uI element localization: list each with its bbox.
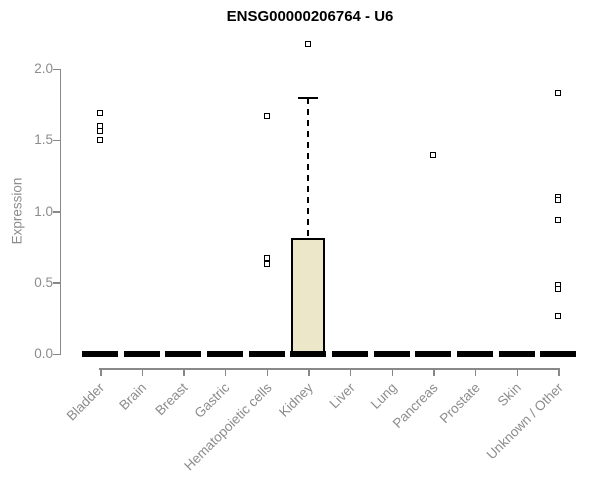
- x-axis-tick: [183, 368, 185, 376]
- x-axis-tick: [391, 368, 394, 376]
- outlier-point: [97, 128, 103, 135]
- outlier-point: [305, 41, 312, 48]
- x-category-label-text: Brain: [116, 380, 150, 413]
- outlier-point: [263, 255, 270, 262]
- x-axis-tick: [349, 368, 352, 376]
- x-category-label-text: Liver: [326, 380, 358, 412]
- median-bar: [415, 350, 452, 357]
- x-category-label-text: Breast: [152, 380, 191, 419]
- x-axis-tick: [308, 368, 310, 376]
- median-bar: [331, 350, 368, 357]
- median-bar: [123, 350, 160, 357]
- outlier-point: [555, 286, 562, 293]
- outlier-point: [555, 313, 562, 320]
- y-tick-label: 0.5: [34, 274, 53, 290]
- x-category-label-text: Unknown / Other: [483, 380, 566, 463]
- whisker-line: [307, 98, 310, 239]
- y-tick-label: 1.5: [34, 132, 53, 148]
- x-axis-tick: [141, 368, 144, 376]
- x-axis-line: [99, 368, 560, 370]
- y-axis-tick: [52, 282, 60, 284]
- y-tick-label: 0.0: [34, 346, 53, 361]
- y-axis-tick: [52, 68, 60, 70]
- outlier-point: [555, 216, 562, 223]
- median-bar: [165, 350, 202, 357]
- outlier-point: [263, 112, 270, 119]
- x-category-label-text: Lung: [367, 380, 400, 412]
- y-tick-label: 1.0: [34, 203, 53, 219]
- median-bar: [248, 350, 285, 357]
- y-axis-tick: [52, 353, 60, 355]
- median-bar: [290, 350, 327, 357]
- median-bar: [82, 350, 118, 357]
- median-bar: [373, 350, 410, 357]
- outlier-point: [97, 136, 103, 143]
- x-category-label-text: Prostate: [436, 380, 483, 427]
- outlier-point: [263, 260, 270, 267]
- chart-title: ENSG00000206764 - U6: [226, 8, 394, 25]
- x-axis-tick: [558, 368, 560, 376]
- outlier-point: [97, 122, 103, 129]
- x-axis-tick: [516, 368, 519, 376]
- x-category-label-text: Bladder: [64, 380, 108, 424]
- median-bar: [206, 350, 243, 357]
- median-bar: [498, 350, 535, 357]
- x-axis-tick: [224, 368, 227, 376]
- median-bar: [456, 350, 493, 357]
- x-axis-tick: [266, 368, 269, 376]
- x-category-label-text: Kidney: [276, 380, 316, 420]
- x-category-label-text: Skin: [495, 380, 525, 410]
- outlier-point: [430, 152, 437, 159]
- y-axis-tick: [52, 211, 60, 213]
- outlier-point: [97, 109, 103, 116]
- outlier-point: [555, 196, 562, 203]
- x-category-label-text: Gastric: [191, 380, 233, 421]
- outlier-point: [555, 89, 562, 96]
- y-tick-label: 2.0: [34, 61, 53, 76]
- y-axis-tick: [52, 139, 60, 142]
- x-axis-tick: [100, 368, 102, 376]
- x-axis-tick: [474, 368, 477, 376]
- median-bar: [540, 350, 577, 357]
- x-axis-tick: [433, 368, 435, 376]
- iqr-box: [291, 238, 326, 354]
- y-axis-line: [59, 68, 61, 355]
